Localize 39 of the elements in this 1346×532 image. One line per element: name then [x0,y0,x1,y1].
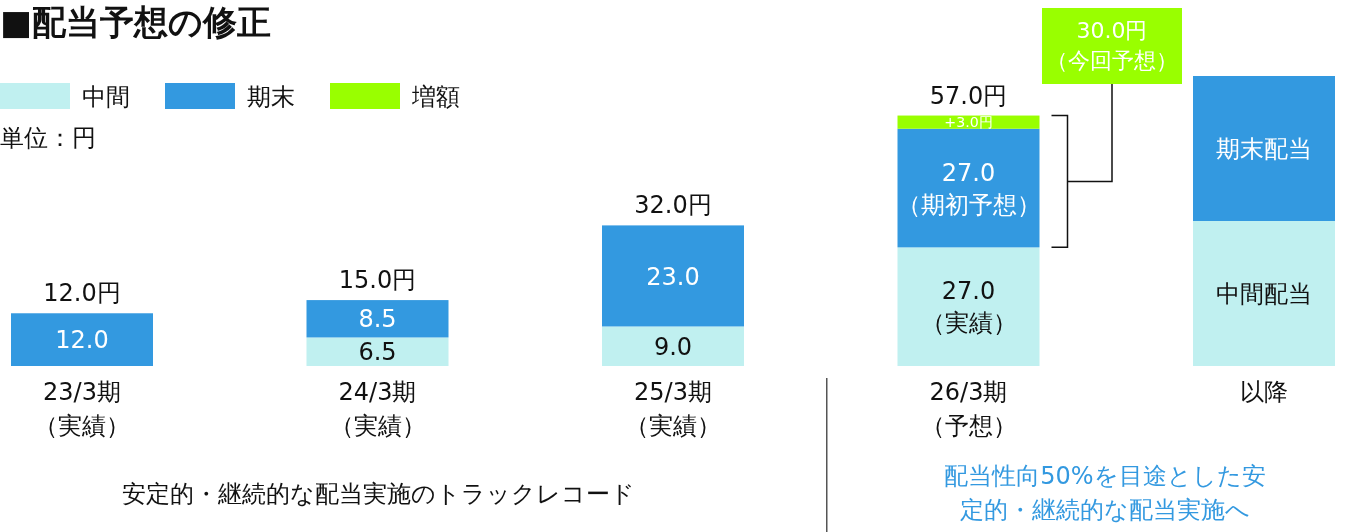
text: 30.0円（今回予想） [1046,18,1178,73]
data-label: 8.5 [358,305,397,334]
total-label: 12.0円 [43,279,121,308]
data-label: 12.0 [55,326,109,355]
bar [602,225,744,327]
bar [306,337,449,366]
x-tick-label: 23/3期（実績） [34,378,130,440]
legend-label: 中間 [82,83,130,111]
bar [897,128,1040,248]
data-label: 中間配当 [1216,280,1312,309]
total-label: 15.0円 [338,266,417,295]
bar [897,247,1040,366]
legend-中間: 中間 [0,83,130,111]
bar [1193,76,1335,221]
data-label: +3.0円 [944,114,993,131]
data-label: 9.0 [653,332,693,361]
x-tick-label: 26/3期（予想） [920,378,1017,440]
bar [602,326,744,366]
annotation: 単位：円 [0,124,96,152]
legend-増額: 増額 [330,83,460,111]
text: 安定的・継続的な配当実施のトラックレコード [121,480,635,508]
data-label: 23.0 [646,262,700,291]
chart-title: ■配当予想の修正 [0,2,272,42]
x-tick-label: 25/3期（実績） [625,378,721,440]
text: 配当性向50%を目途とした安定的・継続的な配当実施へ [944,462,1266,524]
legend-label: 増額 [411,83,460,111]
data-label: 期末配当 [1216,135,1312,164]
x-tick-label: 24/3期（実績） [329,378,426,440]
data-label: 6.5 [358,338,397,367]
total-label: 32.0円 [634,191,712,220]
legend-label: 期末 [247,83,295,111]
bar [11,313,153,366]
bar [306,300,449,338]
data-label: 27.0（期初予想） [896,158,1041,219]
x-tick-label: 以降 [1240,378,1288,406]
legend-期末: 期末 [165,83,295,111]
bar [1193,221,1335,366]
data-label: 27.0（実績） [920,277,1017,338]
total-label: 57.0円 [929,81,1008,110]
